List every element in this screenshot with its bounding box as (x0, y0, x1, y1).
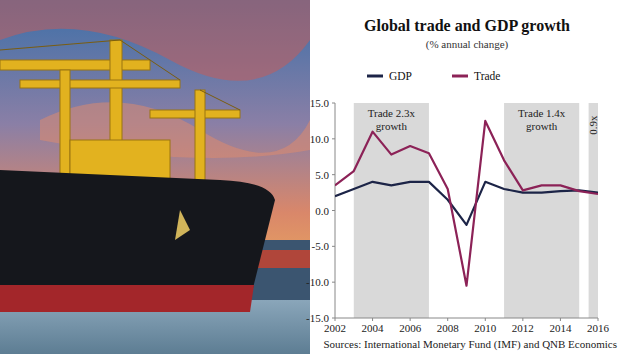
source: Sources: International Monetary Fund (IM… (323, 338, 617, 351)
x-tick-label: 2012 (512, 322, 534, 334)
x-tick-label: 2006 (399, 322, 422, 334)
legend-swatch (452, 75, 468, 78)
legend-label: Trade (474, 70, 500, 82)
x-axis-line (335, 318, 598, 319)
x-tick (410, 318, 411, 321)
legend: GDP Trade (367, 70, 500, 82)
crane-cables (0, 40, 240, 110)
x-tick-label: 2002 (324, 322, 346, 334)
shaded-region (504, 103, 579, 318)
x-tick (447, 318, 448, 321)
annotation: 0.9x (587, 115, 599, 135)
x-tick-label: 2014 (549, 322, 572, 334)
x-tick (485, 318, 486, 321)
x-tick (560, 318, 561, 321)
annotation: Trade 2.3xgrowth (368, 107, 416, 132)
y-tick-label: -10.0 (306, 276, 329, 288)
anchor (175, 210, 190, 240)
x-tick (522, 318, 523, 321)
x-axis: 2002 2004 2006 2008 2010 2012 2014 2016 (324, 318, 610, 334)
y-axis: -15.0-10.0-5.00.05.010.015.0 (306, 97, 335, 324)
x-tick (372, 318, 373, 321)
x-tick-label: 2004 (362, 322, 385, 334)
ship-hull (0, 170, 275, 300)
cloud (0, 0, 310, 81)
sky (0, 0, 310, 354)
y-tick-label: 5.0 (315, 169, 329, 181)
series-line (335, 121, 598, 286)
ship-keel (0, 285, 254, 312)
y-tick-label: 0.0 (315, 205, 329, 217)
x-tick-label: 2010 (474, 322, 497, 334)
x-tick (598, 318, 599, 321)
legend-swatch (367, 75, 383, 78)
y-axis-line (335, 103, 336, 318)
subtitle: (% annual change) (426, 38, 509, 51)
series-line (335, 182, 598, 225)
x-tick (335, 318, 336, 321)
y-tick-label: -5.0 (312, 240, 330, 252)
annotation: Trade 1.4xgrowth (518, 107, 566, 132)
series-group (335, 121, 598, 286)
y-tick-label: 15.0 (310, 97, 330, 109)
y-tick-label: 10.0 (310, 133, 330, 145)
x-tick-label: 2008 (437, 322, 460, 334)
shaded-region (354, 103, 429, 318)
chart: Global trade and GDP growth (% annual cha… (0, 0, 620, 354)
annotations: Trade 2.3xgrowth Trade 1.4xgrowth 0.9x (354, 103, 600, 318)
x-tick-label: 2016 (587, 322, 610, 334)
photo (0, 0, 310, 354)
legend-label: GDP (389, 70, 412, 82)
title: Global trade and GDP growth (364, 17, 570, 35)
